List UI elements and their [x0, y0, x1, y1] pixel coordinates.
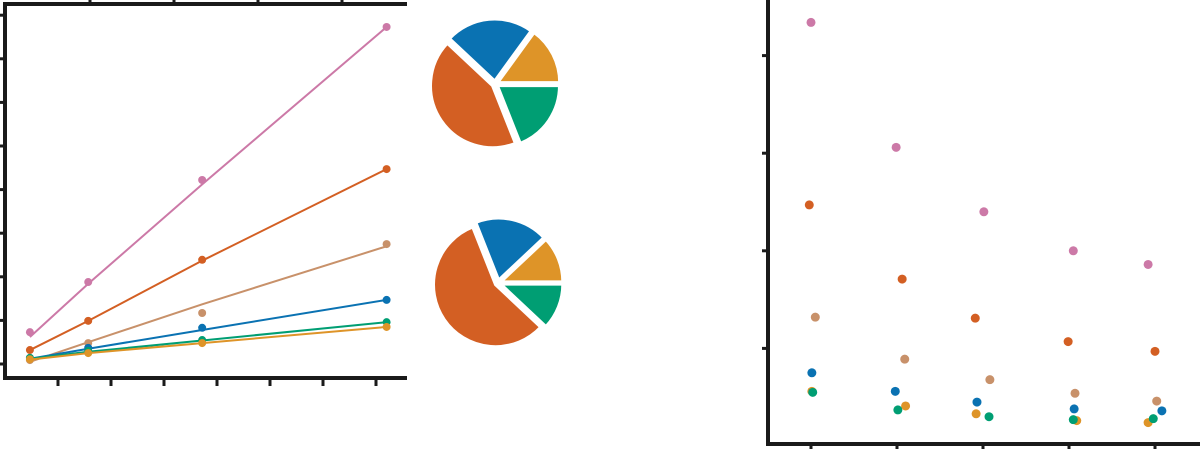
scatter-point-series-5: [893, 405, 903, 415]
data-point: [25, 346, 34, 355]
data-point: [198, 323, 207, 332]
scatter-point-series-3: [972, 397, 982, 407]
data-point: [25, 355, 34, 364]
scatter-point-series-0: [1068, 246, 1078, 256]
data-point: [198, 255, 207, 264]
scatter-point-series-0: [979, 207, 989, 217]
scatter-point-series-4: [901, 401, 911, 411]
pie-slice-0: [499, 282, 565, 329]
scatter-point-series-0: [806, 17, 816, 27]
scatter-point-series-5: [808, 387, 818, 397]
data-point: [84, 278, 93, 287]
series-line-4: [29, 321, 387, 360]
scatter-point-series-5: [1148, 414, 1158, 424]
data-point: [25, 328, 34, 337]
scatter-point-series-1: [1063, 337, 1073, 347]
pie-slice-3: [496, 30, 562, 85]
data-point: [382, 295, 391, 304]
pie-chart-top: [429, 17, 562, 150]
pie-chart-bottom: [432, 216, 565, 349]
series-line-0: [29, 26, 388, 338]
pie-slice-2: [448, 17, 533, 83]
data-point: [84, 316, 93, 325]
scatter-point-series-1: [897, 274, 907, 284]
scatter-point-series-1: [804, 200, 814, 210]
scatter-point-series-3: [1069, 404, 1079, 414]
pie-slice-2: [474, 216, 546, 282]
scatter-point-series-5: [984, 412, 994, 422]
scatter-point-series-0: [891, 142, 901, 152]
scatter-point-series-0: [1143, 259, 1153, 269]
data-point: [382, 322, 391, 331]
scatter-point-series-2: [1152, 396, 1162, 406]
data-point: [382, 22, 391, 31]
scatter-point-series-2: [1070, 388, 1080, 398]
data-point: [198, 339, 207, 348]
data-point: [198, 308, 207, 317]
data-point: [84, 349, 93, 358]
scatter-point-series-3: [890, 386, 900, 396]
scatter-point-series-2: [985, 375, 995, 385]
scatter-point-series-5: [1068, 415, 1078, 425]
data-point: [198, 176, 207, 185]
scatter-point-series-4: [971, 409, 981, 419]
scatter-point-series-1: [1150, 346, 1160, 356]
series-line-1: [29, 168, 388, 351]
data-point: [382, 240, 391, 249]
line-chart: [0, 0, 407, 386]
series-line-3: [29, 298, 387, 360]
pie-slice-1: [429, 41, 517, 150]
scatter-point-series-2: [900, 354, 910, 364]
data-point: [382, 165, 391, 174]
scatter-point-series-2: [810, 312, 820, 322]
series-line-2: [29, 245, 387, 363]
scatter-point-series-3: [1157, 406, 1167, 416]
scatter-point-series-3: [807, 368, 817, 378]
scatter-point-series-1: [970, 313, 980, 323]
pie-slice-3: [499, 237, 565, 284]
series-line-5: [29, 325, 387, 361]
pie-slice-0: [495, 84, 561, 145]
scatter-chart: [762, 0, 1200, 449]
pie-slice-1: [432, 225, 543, 349]
